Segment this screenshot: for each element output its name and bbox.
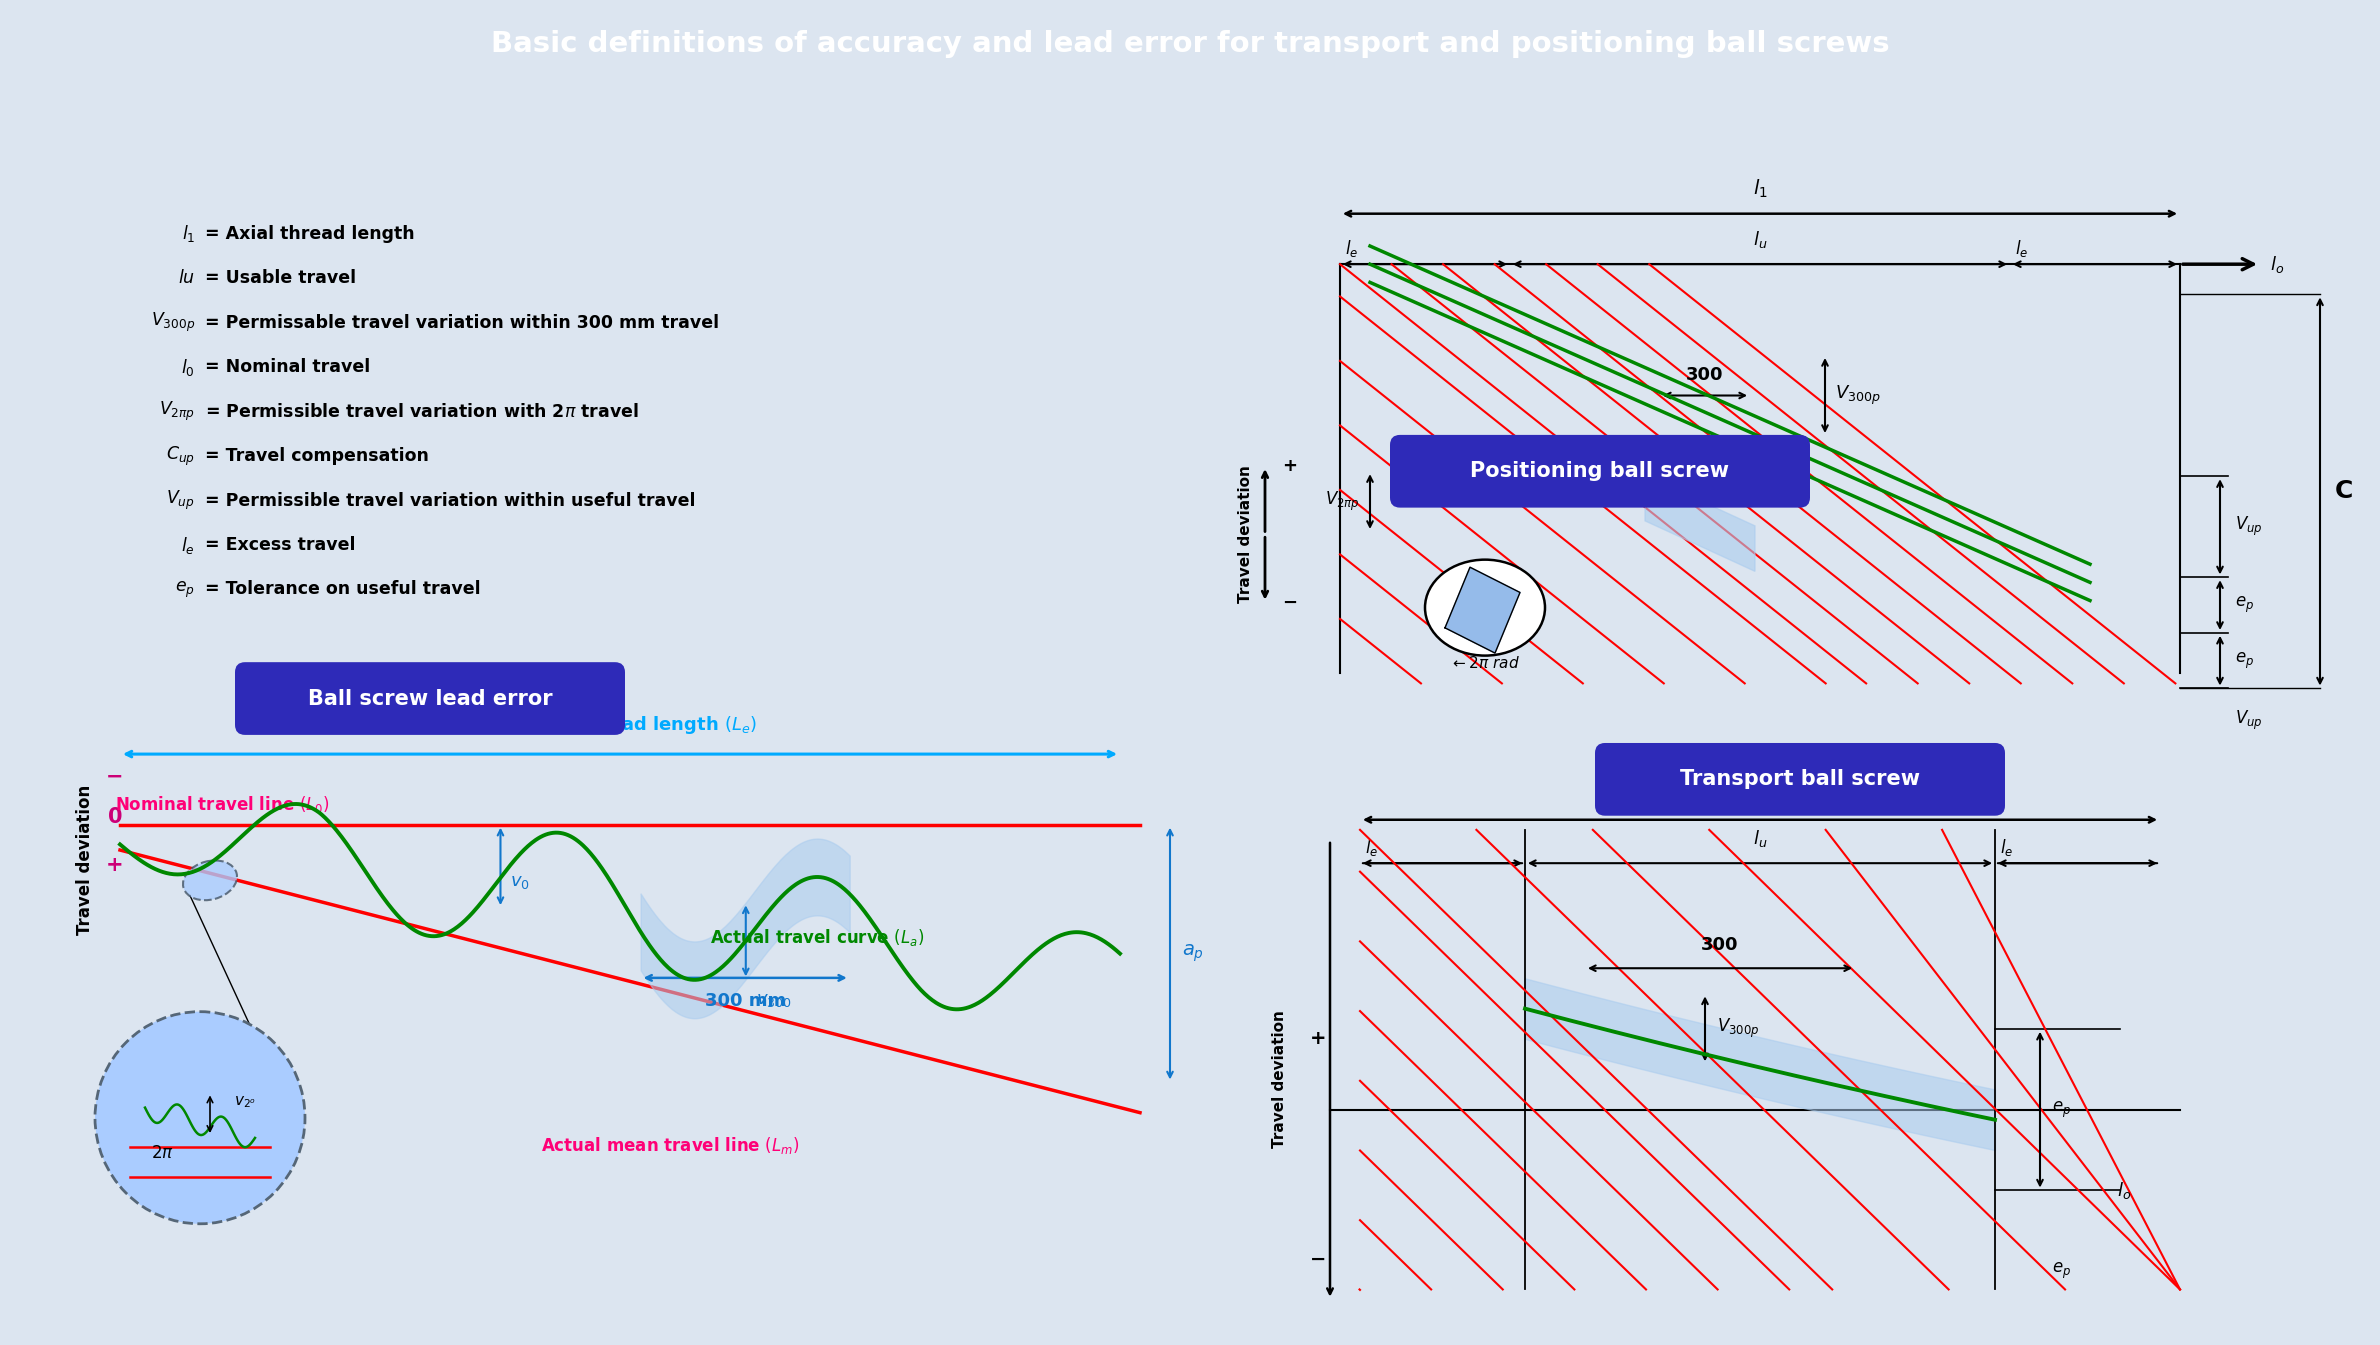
Text: = Permissable travel variation within 300 mm travel: = Permissable travel variation within 30… [205, 313, 719, 332]
Text: C: C [2335, 479, 2354, 503]
Text: $V_{up}$: $V_{up}$ [2235, 515, 2263, 538]
FancyBboxPatch shape [236, 662, 626, 734]
Text: = Travel compensation: = Travel compensation [205, 447, 428, 465]
Text: $l_0$: $l_0$ [181, 356, 195, 378]
FancyBboxPatch shape [1390, 434, 1811, 507]
Text: −: − [1309, 1250, 1326, 1268]
Text: $e_p$: $e_p$ [176, 580, 195, 600]
Text: Travel deviation: Travel deviation [1273, 1010, 1288, 1149]
Text: $2\pi$: $2\pi$ [150, 1145, 174, 1162]
Text: $e_p$: $e_p$ [2052, 1262, 2071, 1282]
Text: Travel deviation: Travel deviation [1238, 465, 1252, 604]
Text: $\leftarrow 2\pi\ rad$: $\leftarrow 2\pi\ rad$ [1449, 655, 1521, 671]
Text: Effective thread length $(L_e)$: Effective thread length $(L_e)$ [483, 714, 757, 736]
Text: $l_e$: $l_e$ [1366, 837, 1378, 858]
Text: 300 mm: 300 mm [704, 993, 785, 1010]
Text: $V_{2\pi p}$: $V_{2\pi p}$ [1326, 490, 1359, 514]
Text: Nominal travel line $(L_0)$: Nominal travel line $(L_0)$ [114, 794, 331, 815]
Text: $l_e$: $l_e$ [2016, 238, 2028, 260]
Text: $e_p$: $e_p$ [2052, 1100, 2071, 1120]
Text: $V_{2\pi p}$: $V_{2\pi p}$ [159, 399, 195, 424]
Text: $l_o$: $l_o$ [2271, 254, 2285, 274]
Text: = Axial thread length: = Axial thread length [205, 225, 414, 243]
Text: Actual mean travel line $(L_m)$: Actual mean travel line $(L_m)$ [540, 1135, 800, 1155]
Text: $V_{300p}$: $V_{300p}$ [1835, 383, 1880, 408]
Text: = Permissible travel variation within useful travel: = Permissible travel variation within us… [205, 491, 695, 510]
Text: Ball screw lead error: Ball screw lead error [307, 689, 552, 709]
Text: = Nominal travel: = Nominal travel [205, 358, 371, 377]
Text: $l_o$: $l_o$ [2116, 1180, 2130, 1201]
Text: $l_1$: $l_1$ [1752, 783, 1768, 806]
Text: $v_0$: $v_0$ [509, 873, 531, 890]
Text: Travel deviation: Travel deviation [76, 785, 93, 935]
Text: $l_u$: $l_u$ [1752, 229, 1768, 250]
Text: $e_p$: $e_p$ [2235, 594, 2254, 615]
FancyBboxPatch shape [1595, 742, 2004, 815]
Text: $l_e$: $l_e$ [1999, 837, 2013, 858]
Text: = Permissible travel variation with 2$\pi$ travel: = Permissible travel variation with 2$\p… [205, 402, 638, 421]
Text: $C_{up}$: $C_{up}$ [167, 444, 195, 468]
Ellipse shape [1426, 560, 1545, 655]
Circle shape [95, 1011, 305, 1224]
Text: = Usable travel: = Usable travel [205, 269, 357, 288]
Text: Positioning ball screw: Positioning ball screw [1471, 461, 1730, 482]
Text: $e_p$: $e_p$ [2235, 651, 2254, 671]
Text: +: + [1283, 457, 1297, 475]
Text: = Excess travel: = Excess travel [205, 537, 355, 554]
Text: $l_1$: $l_1$ [181, 223, 195, 245]
Ellipse shape [183, 861, 238, 900]
Polygon shape [1445, 568, 1521, 654]
Text: $V_{300p}$: $V_{300p}$ [150, 311, 195, 335]
Text: −: − [107, 767, 124, 787]
Text: +: + [1309, 1029, 1326, 1049]
Text: $V_{up}$: $V_{up}$ [2235, 709, 2263, 732]
Polygon shape [1645, 475, 1754, 572]
Text: = Tolerance on useful travel: = Tolerance on useful travel [205, 581, 481, 599]
Text: 0: 0 [107, 807, 121, 827]
Text: 300: 300 [1687, 366, 1723, 385]
Text: $l_u$: $l_u$ [1752, 829, 1768, 849]
Text: +: + [107, 855, 124, 876]
Text: $v_{300}$: $v_{300}$ [757, 991, 793, 1009]
Text: $V_{up}$: $V_{up}$ [167, 490, 195, 512]
Text: $l_1$: $l_1$ [1752, 178, 1768, 199]
Text: Transport ball screw: Transport ball screw [1680, 769, 1921, 790]
Text: $l_e$: $l_e$ [181, 534, 195, 555]
Text: $a_p$: $a_p$ [1183, 943, 1204, 964]
Text: −: − [1283, 593, 1297, 612]
Text: $lu$: $lu$ [178, 269, 195, 288]
Text: $V_{300p}$: $V_{300p}$ [1716, 1017, 1759, 1041]
Text: Basic definitions of accuracy and lead error for transport and positioning ball : Basic definitions of accuracy and lead e… [490, 30, 1890, 58]
Text: Actual travel curve $(L_a)$: Actual travel curve $(L_a)$ [709, 927, 923, 947]
Text: $l_e$: $l_e$ [1345, 238, 1359, 260]
Text: $v_{2^o}$: $v_{2^o}$ [233, 1095, 257, 1111]
Text: 300: 300 [1702, 936, 1740, 954]
